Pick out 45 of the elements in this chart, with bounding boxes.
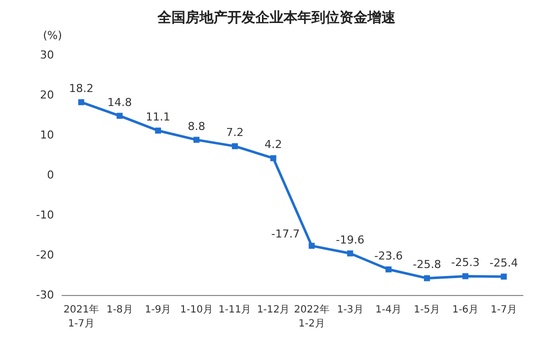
data-label: -23.6: [374, 249, 403, 262]
point: [424, 275, 430, 282]
point: [155, 128, 162, 134]
x-tick-label: 1-7月: [490, 304, 517, 316]
data-label: -25.3: [451, 256, 480, 270]
data-label: 4.2: [264, 138, 282, 152]
y-axis-title: (%): [42, 29, 62, 42]
y-tick-label: -10: [36, 208, 54, 222]
x-tick-label: 1-11月: [218, 304, 252, 316]
y-tick-label: 20: [40, 88, 54, 102]
data-label: -25.8: [412, 258, 442, 272]
data-label: -17.7: [271, 227, 300, 240]
data-label: -25.4: [490, 256, 518, 270]
x-tick-label: 1-5月: [414, 304, 440, 316]
x-tick-label: 1-4月: [375, 304, 402, 316]
x-tick-label: 1-8月: [106, 304, 133, 316]
data-label: 11.1: [146, 110, 170, 124]
point: [232, 143, 238, 150]
x-tick-label: 2022年 1-2月: [294, 304, 330, 330]
point: [462, 273, 468, 280]
y-tick-label: -30: [36, 288, 54, 302]
point: [347, 250, 354, 256]
y-tick-label: 30: [40, 48, 54, 62]
y-tick-label: 10: [40, 128, 54, 142]
data-label: 18.2: [68, 82, 94, 96]
point: [386, 266, 392, 272]
point: [308, 242, 315, 249]
y-tick-label: -20: [36, 248, 54, 262]
data-label: 8.8: [188, 120, 206, 133]
point: [270, 155, 276, 162]
point: [116, 112, 123, 119]
x-tick-label: 1-10月: [180, 304, 213, 316]
x-tick-label: 1-9月: [144, 304, 172, 316]
data-label: 14.8: [107, 96, 132, 109]
y-tick-label: 0: [47, 168, 54, 182]
point: [193, 136, 200, 143]
data-label: 7.2: [226, 126, 244, 140]
data-label: -19.6: [336, 233, 364, 246]
x-tick-label: 1-12月: [256, 304, 290, 316]
chart-title: 全国房地产开发企业本年到位资金增速: [156, 9, 396, 26]
x-tick-label: 2021年 1-7月: [63, 304, 99, 330]
point: [500, 274, 507, 280]
x-tick-label: 1-6月: [452, 304, 479, 316]
x-tick-label: 1-3月: [336, 304, 364, 316]
point: [78, 99, 84, 106]
